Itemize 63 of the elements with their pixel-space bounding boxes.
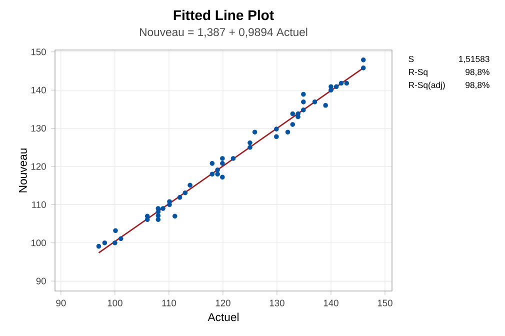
- text: 1,51583: [459, 56, 490, 64]
- point: [301, 100, 306, 104]
- point: [338, 80, 344, 86]
- x-tick-label: 140: [324, 300, 338, 306]
- point: [96, 244, 102, 249]
- point: [344, 80, 350, 86]
- y-tick-label: 150: [31, 48, 46, 56]
- point: [177, 195, 182, 200]
- y-tick-label: 130: [31, 125, 46, 132]
- point: [274, 126, 279, 132]
- point: [220, 156, 225, 161]
- x-tick-label: 130: [270, 300, 284, 306]
- point: [182, 190, 188, 196]
- x-axis-title: Actuel: [208, 312, 238, 322]
- y-tick-label: 120: [31, 163, 46, 170]
- point: [210, 172, 215, 177]
- point: [323, 102, 328, 108]
- chart-subtitle: Nouveau = 1,387 + 0,9894 Actuel: [140, 28, 308, 38]
- point: [360, 66, 366, 70]
- text: S: [408, 56, 414, 62]
- text: 98,8%: [466, 68, 490, 76]
- y-tick-label: 110: [32, 201, 46, 208]
- text: R-Sq: [408, 68, 428, 77]
- point: [230, 156, 236, 161]
- point: [215, 172, 220, 177]
- point: [248, 144, 252, 150]
- point: [172, 214, 178, 219]
- x-tick-label: 150: [378, 300, 392, 306]
- point: [285, 130, 290, 135]
- y-axis-title: Nouveau: [18, 148, 27, 192]
- point: [144, 217, 150, 222]
- point: [112, 240, 118, 246]
- point: [113, 228, 118, 234]
- text: R-Sq(adj): [408, 82, 445, 90]
- point: [156, 217, 161, 222]
- point: [290, 111, 296, 116]
- point: [220, 174, 225, 180]
- point: [312, 100, 318, 104]
- point: [102, 240, 108, 246]
- point: [248, 140, 252, 146]
- y-tick-label: 100: [31, 240, 46, 246]
- text: 98,8%: [466, 82, 490, 90]
- point: [188, 182, 192, 188]
- point: [160, 206, 166, 211]
- chart-title: Fitted Line Plot: [174, 10, 274, 20]
- point: [301, 92, 306, 97]
- x-tick-label: 90: [56, 300, 66, 306]
- point: [252, 130, 258, 135]
- point: [274, 134, 279, 140]
- point: [334, 84, 339, 90]
- point: [118, 236, 124, 242]
- point: [210, 161, 215, 166]
- point: [215, 168, 220, 172]
- point: [301, 108, 306, 112]
- x-tick-label: 110: [162, 300, 176, 306]
- x-tick-label: 120: [216, 300, 230, 306]
- point: [220, 161, 225, 166]
- x-tick-label: 100: [108, 300, 122, 306]
- point: [360, 58, 366, 62]
- point: [290, 122, 296, 127]
- point: [156, 210, 161, 214]
- y-tick-label: 140: [31, 86, 46, 94]
- y-tick-label: 90: [36, 278, 46, 284]
